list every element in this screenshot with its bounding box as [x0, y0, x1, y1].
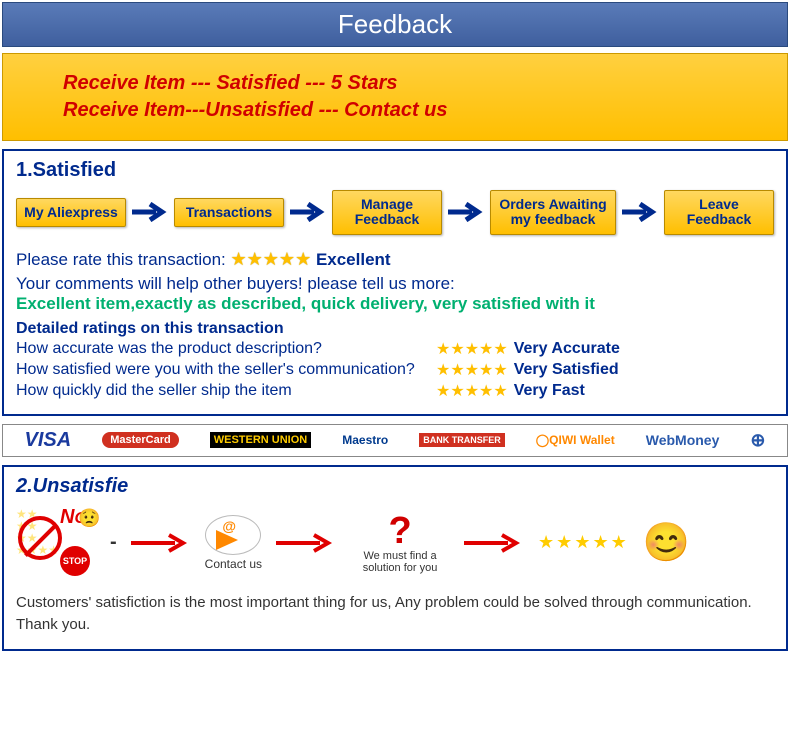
detail-question: How quickly did the seller ship the item	[16, 382, 436, 400]
detail-rating-label: Very Satisfied	[514, 361, 619, 379]
qiwi-icon: ◯QIWI Wallet	[536, 433, 615, 447]
webmoney-icon: WebMoney	[646, 432, 720, 448]
arrow-icon	[132, 202, 168, 222]
detail-question: How satisfied were you with the seller's…	[16, 361, 436, 379]
no-rating-icon: ★★★★★★★★★★ NO 😟 STOP	[16, 508, 96, 578]
payment-methods: VISA MasterCard WESTERN UNION Maestro BA…	[2, 424, 788, 457]
western-union-icon: WESTERN UNION	[210, 432, 312, 448]
rate-value: Excellent	[316, 250, 391, 269]
solution-label: We must find a solution for you	[350, 550, 450, 574]
unsatisfied-title: 2.Unsatisfie	[16, 475, 774, 498]
email-icon	[205, 515, 261, 555]
satisfied-title: 1.Satisfied	[16, 159, 774, 182]
page-title: Feedback	[338, 9, 452, 39]
contact-us-block: Contact us	[205, 515, 262, 571]
detail-rating-label: Very Accurate	[514, 340, 620, 358]
smiley-icon: 😊	[643, 521, 690, 565]
header-bar: Feedback	[2, 2, 788, 47]
detail-ratings-title: Detailed ratings on this transaction	[16, 320, 774, 338]
globe-icon: ⊕	[750, 430, 765, 451]
satisfied-section: 1.Satisfied My Aliexpress Transactions Man…	[2, 149, 788, 416]
visa-icon: VISA	[25, 429, 72, 452]
unsatisfied-section: 2.Unsatisfie ★★★★★★★★★★ NO 😟 STOP - Cont…	[2, 465, 788, 651]
detail-rating-row: How satisfied were you with the seller's…	[16, 360, 774, 380]
rate-label: Please rate this transaction:	[16, 250, 226, 269]
instruction-unsatisfied: Receive Item---Unsatisfied --- Contact u…	[63, 99, 727, 122]
maestro-icon: Maestro	[342, 433, 388, 447]
flow-step: Manage Feedback	[332, 190, 442, 235]
detail-rating-label: Very Fast	[514, 382, 585, 400]
instruction-panel: Receive Item --- Satisfied --- 5 Stars R…	[2, 53, 788, 141]
instruction-satisfied: Receive Item --- Satisfied --- 5 Stars	[63, 72, 727, 95]
bank-transfer-icon: BANK TRANSFER	[419, 433, 505, 447]
footer-message: Customers' satisfiction is the most impo…	[16, 592, 774, 637]
detail-rating-row: How quickly did the seller ship the item…	[16, 381, 774, 401]
star-icon: ★★★★★	[436, 381, 508, 401]
detail-question: How accurate was the product description…	[16, 340, 436, 358]
arrow-icon	[464, 533, 524, 553]
question-icon: ?	[350, 512, 450, 550]
star-icon: ★★★★★	[436, 360, 508, 380]
comments-prompt: Your comments will help other buyers! pl…	[16, 274, 774, 294]
arrow-icon	[276, 533, 336, 553]
star-icon: ★★★★★	[436, 339, 508, 359]
flow-step: My Aliexpress	[16, 198, 126, 227]
suggested-comment: Excellent item,exactly as described, qui…	[16, 294, 774, 314]
star-icon: ★★★★★	[231, 249, 312, 269]
arrow-icon	[622, 202, 658, 222]
mastercard-icon: MasterCard	[102, 432, 179, 448]
contact-us-label: Contact us	[205, 557, 262, 571]
arrow-icon	[131, 533, 191, 553]
arrow-icon	[448, 202, 484, 222]
five-stars-icon: ★★★★★	[538, 532, 629, 553]
unsatisfied-flow: ★★★★★★★★★★ NO 😟 STOP - Contact us ? We m…	[16, 508, 774, 578]
flow-step: Transactions	[174, 198, 284, 227]
solution-block: ? We must find a solution for you	[350, 512, 450, 574]
flow-step: Orders Awaiting my feedback	[490, 190, 616, 235]
flow-step: Leave Feedback	[664, 190, 774, 235]
flow-steps: My Aliexpress Transactions Manage Feedback…	[16, 190, 774, 235]
detail-rating-row: How accurate was the product description…	[16, 339, 774, 359]
stop-icon: STOP	[60, 546, 90, 576]
arrow-icon	[290, 202, 326, 222]
dash-icon: -	[110, 531, 117, 554]
rate-line: Please rate this transaction: ★★★★★ Exce…	[16, 249, 774, 270]
